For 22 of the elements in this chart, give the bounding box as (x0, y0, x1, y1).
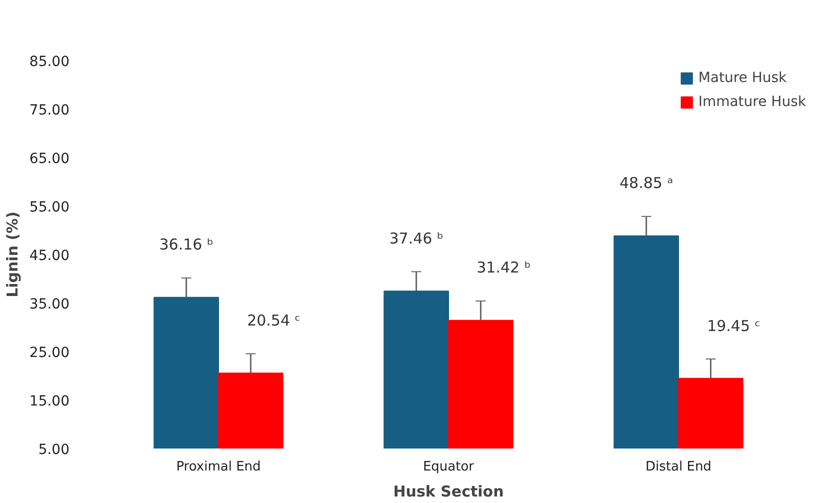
data-label: 37.46 ᵇ (389, 229, 444, 248)
y-axis-title: Lignin (%) (3, 212, 22, 298)
x-tick-label: Distal End (646, 460, 712, 474)
x-tick-label: Equator (422, 460, 475, 474)
y-tick-label: 55.00 (29, 200, 70, 216)
y-tick-label: 65.00 (29, 151, 70, 167)
y-tick-label: 75.00 (29, 102, 70, 118)
y-tick-label: 45.00 (29, 248, 70, 264)
y-tick-label: 25.00 (29, 345, 70, 361)
y-tick-label: 15.00 (29, 394, 70, 410)
x-axis-title: Husk Section (393, 482, 504, 500)
x-tick-label: Proximal End (176, 460, 261, 474)
data-label: 19.45 ᶜ (707, 316, 760, 335)
data-label: 48.85 ᵃ (620, 174, 674, 192)
legend-label: Mature Husk (698, 70, 787, 86)
y-tick-label: 5.00 (38, 442, 70, 458)
data-label: 36.16 ᵇ (159, 236, 214, 254)
data-label: 20.54 ᶜ (247, 311, 300, 330)
data-label: 31.42 ᵇ (476, 258, 531, 277)
legend-label: Immature Husk (698, 94, 806, 110)
y-tick-label: 35.00 (29, 296, 70, 312)
y-tick-label: 85.00 (29, 54, 70, 70)
